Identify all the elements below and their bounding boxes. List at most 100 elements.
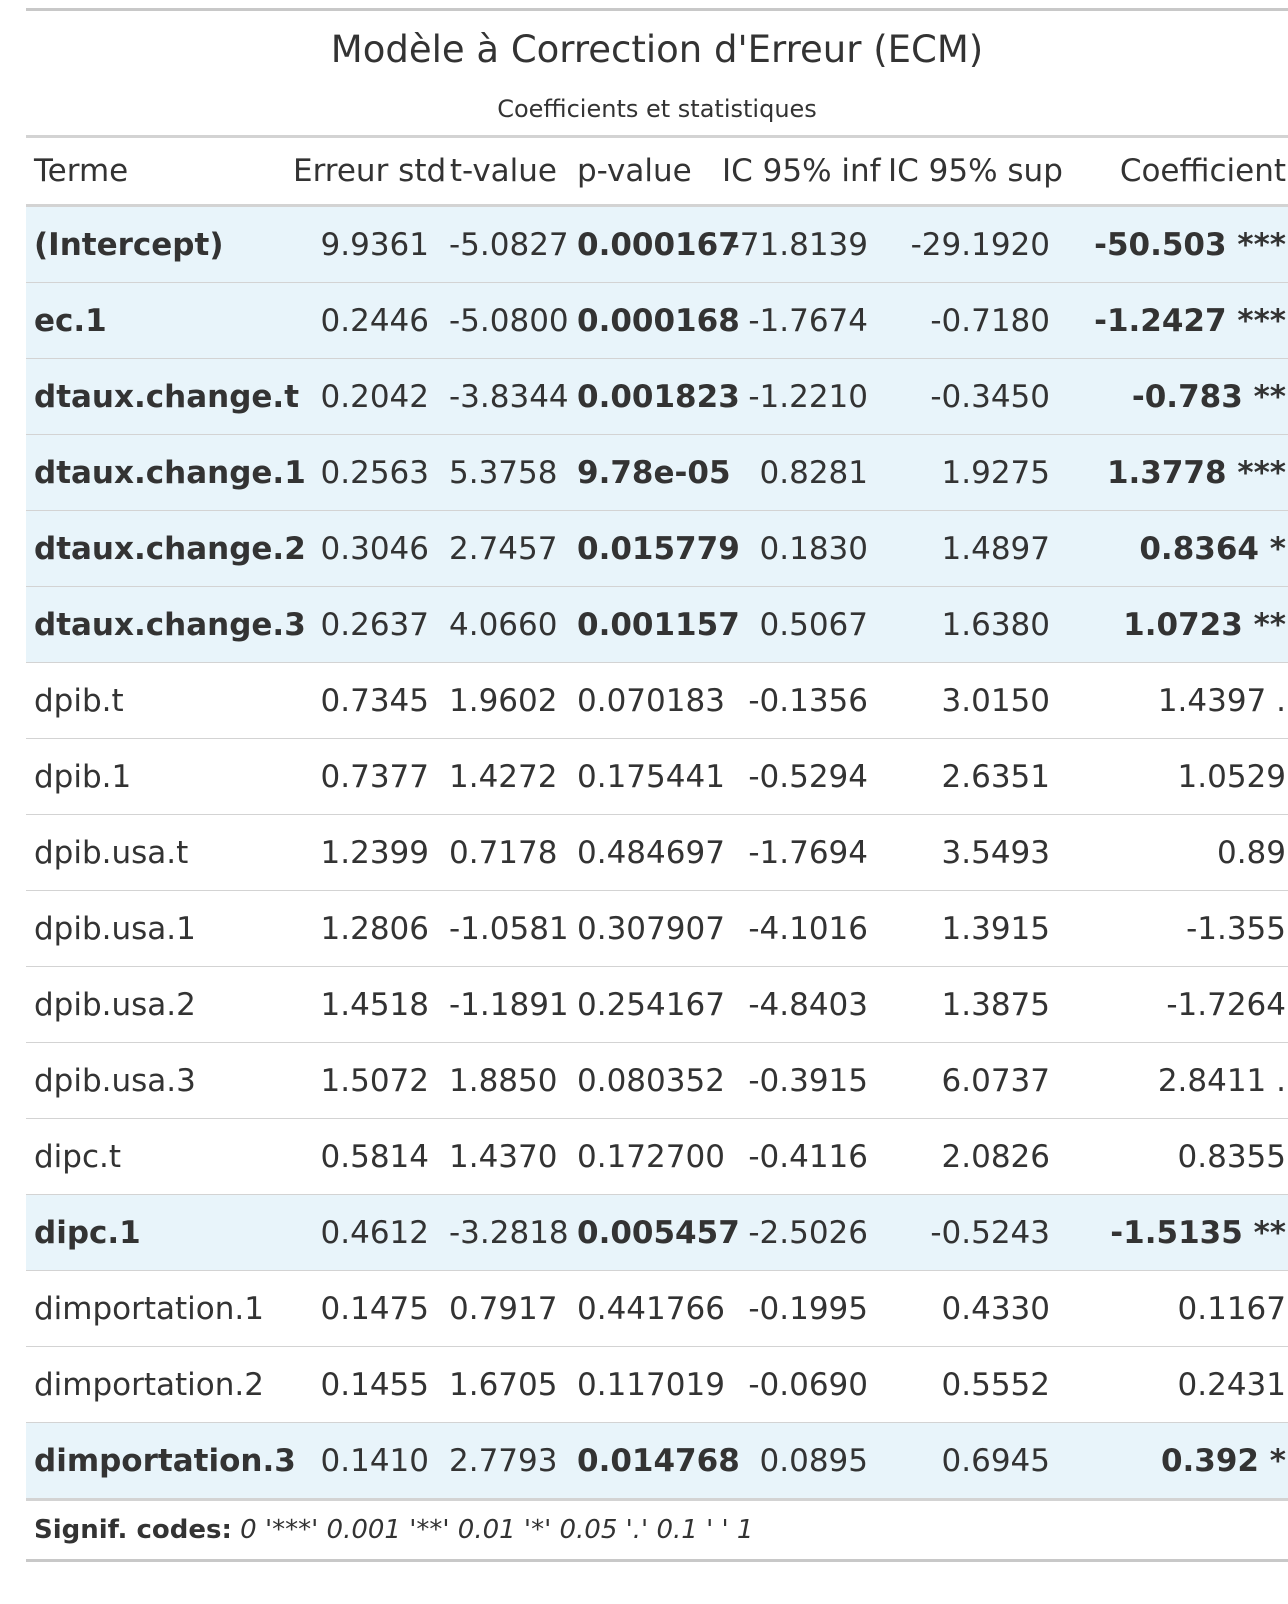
cell-std-error: 0.1455: [285, 1346, 441, 1423]
cell-ci-lower: -4.1016: [714, 890, 880, 967]
cell-p-value: 0.172700: [569, 1118, 725, 1195]
cell-term: dpib.1: [26, 738, 285, 815]
cell-ci-upper: 1.3915: [880, 890, 1062, 967]
column-header-coefficient: Coefficient: [1062, 138, 1288, 207]
cell-coefficient: -50.503 ***: [1062, 205, 1288, 283]
column-header-t-value: t-value: [441, 138, 569, 207]
footnote-codes: 0 '***' 0.001 '**' 0.01 '*' 0.05 '.' 0.1…: [240, 1515, 754, 1545]
cell-term: (Intercept): [26, 205, 285, 283]
cell-term: dpib.usa.t: [26, 814, 285, 891]
cell-coefficient: 1.3778 ***: [1062, 434, 1288, 511]
cell-term: dpib.usa.1: [26, 890, 285, 967]
column-header-std-error: Erreur std: [285, 138, 446, 207]
cell-t-value: -3.8344: [441, 358, 569, 435]
column-header-ci-upper: IC 95% sup: [880, 138, 1063, 207]
cell-coefficient: -1.355: [1062, 890, 1288, 967]
table-title: Modèle à Correction d'Erreur (ECM): [330, 28, 984, 71]
cell-t-value: 1.8850: [441, 1042, 569, 1119]
cell-ci-lower: -0.1995: [714, 1270, 880, 1347]
table-row: ec.1 0.2446 -5.0800 0.000168 -1.7674 -0.7180-…: [26, 282, 1288, 359]
cell-coefficient: 0.1167: [1062, 1270, 1288, 1347]
table-row: dipc.1 0.4612 -3.2818 0.005457 -2.5026 -0.524…: [26, 1194, 1288, 1271]
cell-term: dtaux.change.2: [26, 510, 306, 587]
cell-ci-lower: 0.8281: [714, 434, 880, 511]
cell-p-value: 0.015779: [569, 510, 740, 587]
cell-ci-lower: -4.8403: [714, 966, 880, 1043]
table-row: dpib.usa.1 1.2806 -1.0581 0.307907 -4.1016 1.…: [26, 890, 1288, 967]
cell-t-value: -5.0800: [441, 282, 569, 359]
cell-ci-upper: 3.0150: [880, 662, 1062, 739]
cell-std-error: 0.1475: [285, 1270, 441, 1347]
cell-p-value: 0.000167: [569, 205, 740, 283]
cell-coefficient: 0.8355: [1062, 1118, 1288, 1195]
cell-p-value: 0.070183: [569, 662, 725, 739]
cell-p-value: 0.307907: [569, 890, 725, 967]
cell-coefficient: 2.8411 .: [1062, 1042, 1288, 1119]
cell-ci-upper: 0.6945: [880, 1422, 1062, 1498]
cell-t-value: -3.2818: [441, 1194, 569, 1271]
cell-coefficient: 1.4397 .: [1062, 662, 1288, 739]
cell-p-value: 0.175441: [569, 738, 725, 815]
cell-std-error: 1.4518: [285, 966, 441, 1043]
cell-ci-lower: -0.4116: [714, 1118, 880, 1195]
column-header-term: Terme: [26, 138, 285, 207]
cell-std-error: 0.7345: [285, 662, 441, 739]
cell-coefficient: -1.7264: [1062, 966, 1288, 1043]
cell-term: dipc.1: [26, 1194, 285, 1271]
cell-ci-upper: -29.1920: [880, 205, 1062, 283]
table-row: dtaux.change.t 0.2042 -3.8344 0.001823 -1.22…: [26, 358, 1288, 435]
cell-ci-lower: -0.3915: [714, 1042, 880, 1119]
table-row: dpib.t 0.7345 1.9602 0.070183 -0.1356 3.0150 1…: [26, 662, 1288, 739]
significance-footnote: Signif. codes: 0 '***' 0.001 '**' 0.01 '…: [26, 1501, 1288, 1559]
table-row: dimportation.1 0.1475 0.7917 0.441766 -0.199…: [26, 1270, 1288, 1347]
cell-std-error: 0.3046: [285, 510, 441, 587]
cell-ci-upper: 2.6351: [880, 738, 1062, 815]
cell-coefficient: 0.8364 *: [1062, 510, 1288, 587]
cell-term: dtaux.change.3: [26, 586, 306, 663]
cell-t-value: 0.7178: [441, 814, 569, 891]
column-header-p-value: p-value: [569, 138, 714, 207]
cell-p-value: 0.001157: [569, 586, 740, 663]
cell-term: dpib.t: [26, 662, 285, 739]
table-row: dpib.usa.t 1.2399 0.7178 0.484697 -1.7694 3.5…: [26, 814, 1288, 891]
cell-std-error: 0.2446: [285, 282, 441, 359]
header-rule: [26, 135, 1288, 138]
cell-p-value: 0.000168: [569, 282, 740, 359]
cell-ci-lower: 0.1830: [714, 510, 880, 587]
cell-t-value: 1.6705: [441, 1346, 569, 1423]
cell-t-value: 1.4272: [441, 738, 569, 815]
cell-coefficient: 0.392 *: [1062, 1422, 1288, 1498]
cell-ci-lower: -0.0690: [714, 1346, 880, 1423]
cell-term: dpib.usa.3: [26, 1042, 285, 1119]
cell-coefficient: 1.0723 **: [1062, 586, 1288, 663]
coefficients-table: Terme Erreur std t-value p-value IC 95% …: [26, 138, 1288, 1498]
table-row: dipc.t 0.5814 1.4370 0.172700 -0.4116 2.0826 0…: [26, 1118, 1288, 1195]
table-body: (Intercept) 9.9361 -5.0827 0.000167 -71.8139…: [26, 205, 1288, 1498]
table-row: dtaux.change.1 0.2563 5.3758 9.78e-05 0.8281…: [26, 434, 1288, 511]
cell-ci-upper: 1.3875: [880, 966, 1062, 1043]
cell-ci-upper: 0.4330: [880, 1270, 1062, 1347]
table-subtitle: Coefficients et statistiques: [497, 95, 817, 123]
table-row: dtaux.change.3 0.2637 4.0660 0.001157 0.5067…: [26, 586, 1288, 663]
regression-table: Modèle à Correction d'Erreur (ECM) Coeff…: [26, 8, 1288, 1562]
cell-ci-upper: -0.5243: [880, 1194, 1062, 1271]
table-row: (Intercept) 9.9361 -5.0827 0.000167 -71.8139…: [26, 205, 1288, 283]
cell-coefficient: -1.2427 ***: [1062, 282, 1288, 359]
cell-coefficient: -1.5135 **: [1062, 1194, 1288, 1271]
cell-t-value: 2.7793: [441, 1422, 569, 1498]
cell-t-value: 0.7917: [441, 1270, 569, 1347]
cell-ci-upper: 1.4897: [880, 510, 1062, 587]
table-row: dimportation.3 0.1410 2.7793 0.014768 0.0895…: [26, 1422, 1288, 1498]
cell-std-error: 0.2637: [285, 586, 441, 663]
cell-term: dpib.usa.2: [26, 966, 285, 1043]
cell-t-value: -5.0827: [441, 205, 569, 283]
cell-ci-upper: 1.9275: [880, 434, 1062, 511]
cell-std-error: 1.2806: [285, 890, 441, 967]
table-row: dpib.1 0.7377 1.4272 0.175441 -0.5294 2.6351 1…: [26, 738, 1288, 815]
cell-std-error: 0.5814: [285, 1118, 441, 1195]
cell-ci-lower: -1.7694: [714, 814, 880, 891]
cell-p-value: 0.014768: [569, 1422, 740, 1498]
cell-term: dimportation.3: [26, 1422, 296, 1498]
cell-term: ec.1: [26, 282, 285, 359]
cell-ci-lower: -0.1356: [714, 662, 880, 739]
